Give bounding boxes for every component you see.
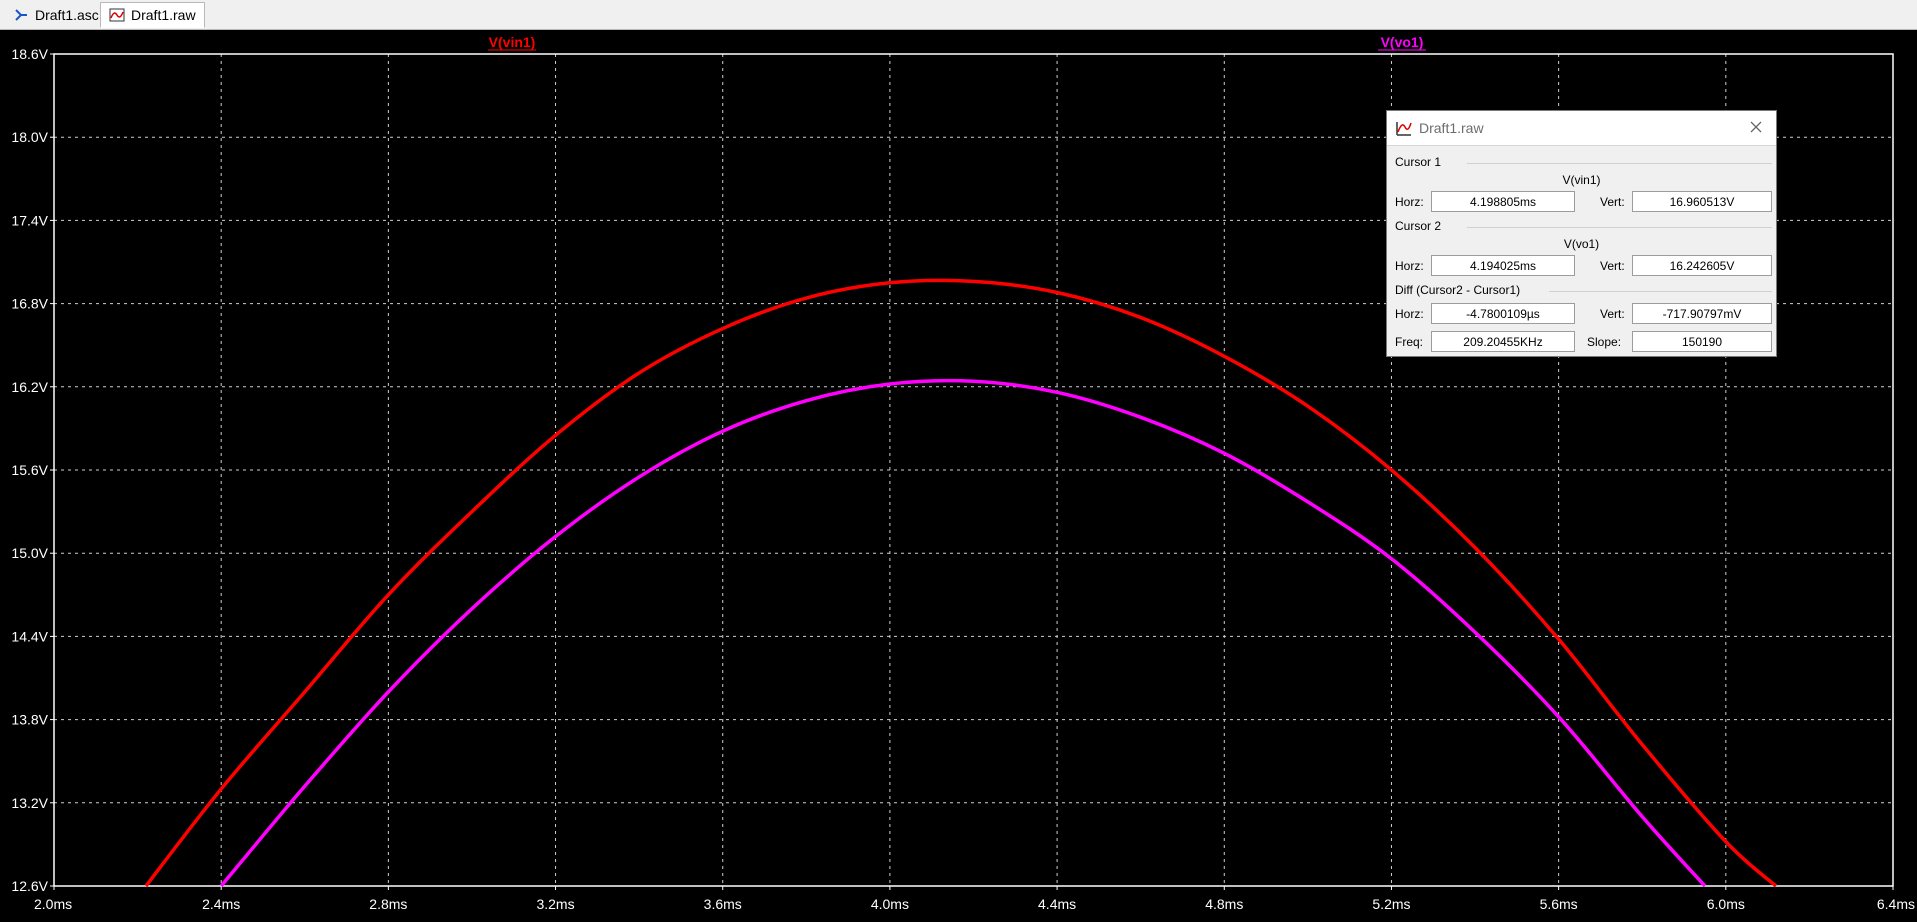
diff-horz-label: Horz:: [1395, 307, 1424, 321]
waveform-icon: [109, 8, 125, 22]
cursor-dialog: Draft1.raw Cursor 1 V(vin1) Horz: 4.1988…: [1386, 110, 1777, 357]
x-tick-label: 3.6ms: [704, 896, 742, 912]
cursor2-vert-field[interactable]: 16.242605V: [1632, 255, 1772, 276]
tab-label: Draft1.raw: [131, 7, 196, 23]
tab-label: Draft1.asc: [35, 7, 99, 23]
y-tick-label: 18.6V: [11, 46, 48, 62]
schematic-icon: [15, 9, 27, 21]
diff-group-label: Diff (Cursor2 - Cursor1): [1395, 283, 1521, 297]
series-line-vvin1: [144, 278, 1778, 888]
y-tick-label: 15.0V: [11, 545, 48, 561]
close-icon[interactable]: [1748, 119, 1764, 135]
tab-draft1-raw[interactable]: Draft1.raw: [100, 2, 205, 28]
y-tick-label: 15.6V: [11, 462, 48, 478]
cursor1-vert-label: Vert:: [1600, 195, 1625, 209]
freq-field[interactable]: 209.20455KHz: [1431, 331, 1575, 352]
freq-label: Freq:: [1395, 335, 1424, 349]
tab-bar: Draft1.asc Draft1.raw: [0, 0, 1917, 30]
slope-field[interactable]: 150190: [1632, 331, 1772, 352]
dialog-title: Draft1.raw: [1419, 120, 1484, 136]
diff-vert-label: Vert:: [1600, 307, 1625, 321]
x-tick-label: 4.4ms: [1038, 896, 1076, 912]
divider: [1467, 227, 1772, 228]
tab-draft1-asc[interactable]: Draft1.asc: [4, 2, 108, 28]
waveform-chart[interactable]: 2.0ms 2.4ms 2.8ms 3.2ms 3.6ms 4.0ms 4.4ms 4.8ms…: [0, 30, 1917, 917]
trace-label: V(vo1): [1381, 34, 1424, 50]
x-tick-label: 5.2ms: [1372, 896, 1410, 912]
cursor2-trace-name: V(vo1): [1563, 237, 1600, 251]
y-tick-label: 13.8V: [11, 712, 48, 728]
x-tick-label: 4.0ms: [871, 896, 909, 912]
slope-label: Slope:: [1587, 335, 1622, 349]
cursor1-trace-name: V(vin1): [1562, 173, 1601, 187]
x-tick-label: 3.2ms: [536, 896, 574, 912]
waveform-icon: [1396, 122, 1412, 136]
y-tick-label: 13.2V: [11, 795, 48, 811]
divider: [1549, 291, 1772, 292]
y-tick-label: 17.4V: [11, 212, 48, 228]
cursor1-horz-field[interactable]: 4.198805ms: [1431, 191, 1575, 212]
cursor2-horz-field[interactable]: 4.194025ms: [1431, 255, 1575, 276]
x-tick-label: 6.0ms: [1707, 896, 1745, 912]
y-tick-label: 16.2V: [11, 379, 48, 395]
diff-vert-field[interactable]: -717.90797mV: [1632, 303, 1772, 324]
x-tick-label: 2.8ms: [369, 896, 407, 912]
series-line-vvo1: [219, 378, 1707, 888]
cursor2-horz-label: Horz:: [1395, 259, 1424, 273]
divider: [1467, 163, 1772, 164]
x-tick-label: 2.0ms: [34, 896, 72, 912]
cursor1-vert-field[interactable]: 16.960513V: [1632, 191, 1772, 212]
x-tick-label: 2.4ms: [202, 896, 240, 912]
cursor1-group-label: Cursor 1: [1395, 155, 1442, 169]
dialog-title-bar[interactable]: Draft1.raw: [1387, 111, 1776, 146]
cursor2-vert-label: Vert:: [1600, 259, 1625, 273]
x-tick-label: 4.8ms: [1205, 896, 1243, 912]
cursor1-horz-label: Horz:: [1395, 195, 1424, 209]
y-tick-label: 12.6V: [11, 878, 48, 894]
x-tick-label: 5.6ms: [1540, 896, 1578, 912]
cursor2-group-label: Cursor 2: [1395, 219, 1442, 233]
y-tick-label: 14.4V: [11, 628, 48, 644]
x-tick-label: 6.4ms: [1877, 896, 1915, 912]
diff-horz-field[interactable]: -4.7800109µs: [1431, 303, 1575, 324]
y-tick-label: 18.0V: [11, 129, 48, 145]
trace-label: V(vin1): [489, 34, 536, 50]
y-tick-label: 16.8V: [11, 296, 48, 312]
